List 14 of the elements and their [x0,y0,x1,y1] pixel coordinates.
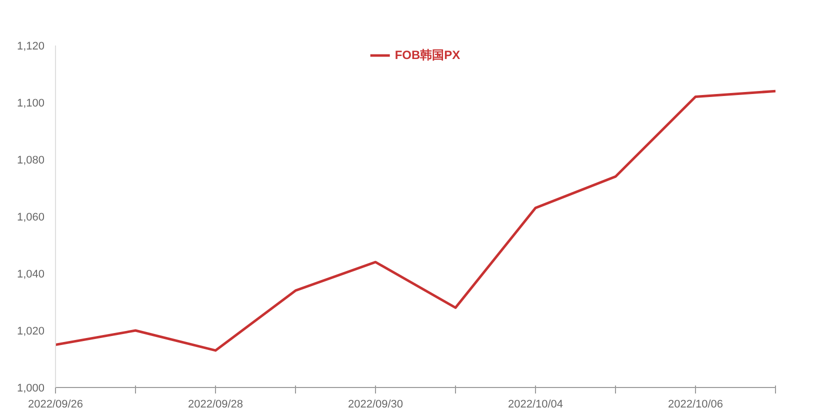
y-tick-label: 1,060 [16,212,45,224]
x-tick-label: 2022/09/28 [188,398,244,410]
y-tick-label: 1,020 [16,326,45,338]
legend-label: FOB韩国PX [394,46,460,64]
y-tick-label: 1,120 [16,40,45,52]
y-tick-label: 1,080 [16,154,45,166]
y-tick-label: 1,000 [16,382,45,394]
y-tick-label: 1,040 [16,268,45,280]
x-tick-label: 2022/09/30 [348,398,404,410]
x-tick-label: 2022/10/04 [508,398,564,410]
x-tick-label: 2022/10/06 [668,398,724,410]
y-tick-label: 1,100 [16,98,45,110]
line-series [56,90,776,352]
x-tick-label: 2022/09/26 [28,398,84,410]
